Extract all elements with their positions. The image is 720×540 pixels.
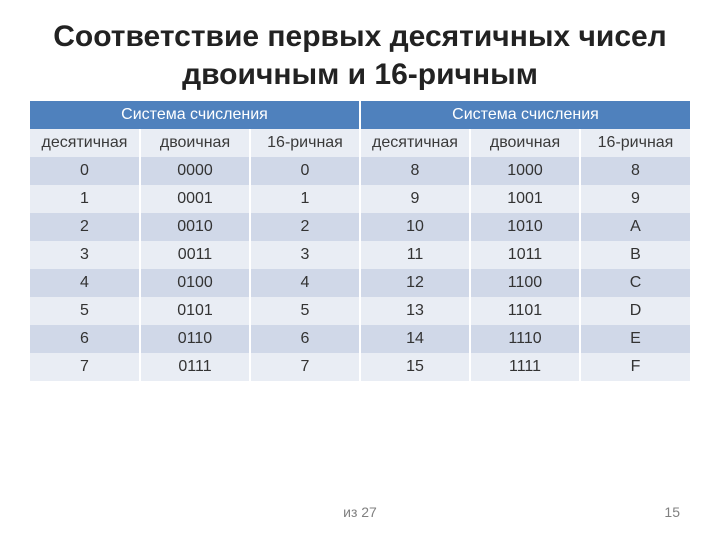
table-cell: 5 <box>250 297 360 325</box>
col-binary-1: двоичная <box>140 129 250 157</box>
table-cell: 1010 <box>470 213 580 241</box>
table-cell: C <box>580 269 690 297</box>
table-cell: 0 <box>250 157 360 185</box>
table-cell: 1 <box>30 185 140 213</box>
table-cell: 11 <box>360 241 470 269</box>
table-cell: 3 <box>30 241 140 269</box>
table-cell: 9 <box>360 185 470 213</box>
table-cell: 7 <box>250 353 360 381</box>
table-group-header: Система счисления Система счисления <box>30 101 690 129</box>
table-cell: B <box>580 241 690 269</box>
table-cell: 8 <box>580 157 690 185</box>
group-header-left: Система счисления <box>30 101 360 129</box>
table-cell: 13 <box>360 297 470 325</box>
table-cell: 12 <box>360 269 470 297</box>
table-cell: 1001 <box>470 185 580 213</box>
table-row: 300113111011B <box>30 241 690 269</box>
table-row: 000000810008 <box>30 157 690 185</box>
table-cell: 0111 <box>140 353 250 381</box>
table-cell: 15 <box>360 353 470 381</box>
page-number: 15 <box>664 504 680 520</box>
table-cell: 1 <box>250 185 360 213</box>
table-row: 601106141110E <box>30 325 690 353</box>
table-cell: 4 <box>30 269 140 297</box>
table-row: 401004121100C <box>30 269 690 297</box>
table-cell: A <box>580 213 690 241</box>
table-cell: 0000 <box>140 157 250 185</box>
table-cell: 10 <box>360 213 470 241</box>
table-cell: 5 <box>30 297 140 325</box>
table-row: 501015131101D <box>30 297 690 325</box>
table-cell: 2 <box>30 213 140 241</box>
col-decimal-2: десятичная <box>360 129 470 157</box>
table-cell: 6 <box>250 325 360 353</box>
table-row: 100011910019 <box>30 185 690 213</box>
table-row: 200102101010A <box>30 213 690 241</box>
table-cell: 1100 <box>470 269 580 297</box>
table-cell: 14 <box>360 325 470 353</box>
table-cell: E <box>580 325 690 353</box>
group-header-right: Система счисления <box>360 101 690 129</box>
col-binary-2: двоичная <box>470 129 580 157</box>
table-cell: F <box>580 353 690 381</box>
table-cell: 7 <box>30 353 140 381</box>
table-cell: 1110 <box>470 325 580 353</box>
table-cell: 9 <box>580 185 690 213</box>
table-cell: 0100 <box>140 269 250 297</box>
table-cell: 0 <box>30 157 140 185</box>
table-sub-header: десятичная двоичная 16-ричная десятичная… <box>30 129 690 157</box>
table-cell: 1101 <box>470 297 580 325</box>
table-cell: 1011 <box>470 241 580 269</box>
table-cell: 0010 <box>140 213 250 241</box>
col-decimal-1: десятичная <box>30 129 140 157</box>
table-cell: D <box>580 297 690 325</box>
number-systems-table: Система счисления Система счисления деся… <box>30 101 690 381</box>
table-cell: 0101 <box>140 297 250 325</box>
col-hex-1: 16-ричная <box>250 129 360 157</box>
slide-title: Соответствие первых десятичных чисел дво… <box>30 18 690 93</box>
footer-center: из 27 <box>0 504 720 520</box>
table-cell: 3 <box>250 241 360 269</box>
table-cell: 0110 <box>140 325 250 353</box>
col-hex-2: 16-ричная <box>580 129 690 157</box>
table-cell: 8 <box>360 157 470 185</box>
table-cell: 4 <box>250 269 360 297</box>
table-cell: 1000 <box>470 157 580 185</box>
table-cell: 6 <box>30 325 140 353</box>
table-row: 701117151111F <box>30 353 690 381</box>
table-cell: 0011 <box>140 241 250 269</box>
table-cell: 2 <box>250 213 360 241</box>
table-cell: 0001 <box>140 185 250 213</box>
table-cell: 1111 <box>470 353 580 381</box>
